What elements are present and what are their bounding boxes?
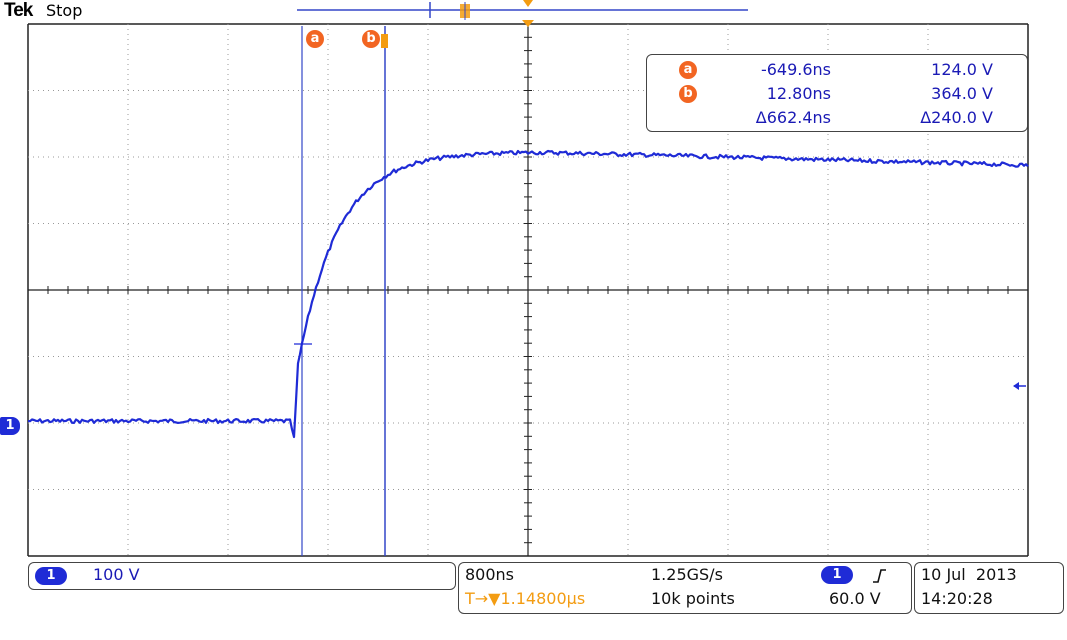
trigger-position-icon: T→▼ [465, 589, 501, 608]
trigger-position-readout: T→▼1.14800µs [465, 589, 585, 608]
readout-b-tag: b [679, 85, 697, 103]
record-length: 10k points [651, 589, 735, 608]
readout-row-b: b 12.80ns 364.0 V [647, 83, 1027, 107]
datetime-panel: 10 Jul 2013 14:20:28 [914, 562, 1064, 614]
readout-row-a: a -649.6ns 124.0 V [647, 59, 1027, 83]
record-view-bar [297, 2, 748, 20]
timebase-panel[interactable]: 800ns 1.25GS/s T→▼1.14800µs 10k points 1… [458, 562, 912, 614]
trigger-level-arrow[interactable] [1013, 382, 1026, 390]
date: 10 Jul 2013 [921, 565, 1017, 584]
channel-1-badge: 1 [35, 567, 67, 585]
sample-rate: 1.25GS/s [651, 565, 723, 584]
readout-b-time: 12.80ns [766, 84, 831, 103]
trigger-source-badge: 1 [821, 566, 853, 584]
channel-1-trace [27, 149, 1029, 439]
rising-edge-icon [873, 569, 886, 583]
readout-a-tag: a [679, 61, 697, 79]
graticule [27, 23, 1029, 557]
channel-1-scale: 100 V [93, 565, 140, 584]
waveform-display[interactable] [0, 0, 1067, 560]
cursor-a-tag[interactable]: a [306, 30, 324, 48]
trigger-level: 60.0 V [829, 589, 881, 608]
readout-delta-time: Δ662.4ns [755, 108, 831, 127]
readout-delta-voltage: Δ240.0 V [920, 108, 993, 127]
horizontal-scale: 800ns [465, 565, 515, 584]
brand-logo: Tek [4, 0, 33, 21]
channel-1-panel[interactable]: 1 100 V [28, 562, 456, 590]
readout-a-time: -649.6ns [760, 60, 831, 79]
readout-row-delta: Δ662.4ns Δ240.0 V [647, 107, 1027, 131]
readout-a-voltage: 124.0 V [931, 60, 993, 79]
readout-b-voltage: 364.0 V [931, 84, 993, 103]
cursor-readout: a -649.6ns 124.0 V b 12.80ns 364.0 V Δ66… [646, 54, 1028, 132]
time: 14:20:28 [921, 589, 993, 608]
acquisition-state: Stop [46, 1, 83, 20]
channel-1-ground-marker[interactable]: 1 [0, 417, 20, 435]
cursor-b-tag[interactable]: b [362, 30, 380, 48]
cursor-b-flag [381, 34, 388, 48]
trigger-position-marker[interactable] [522, 0, 534, 27]
trigger-position-value: 1.14800µs [500, 589, 586, 608]
